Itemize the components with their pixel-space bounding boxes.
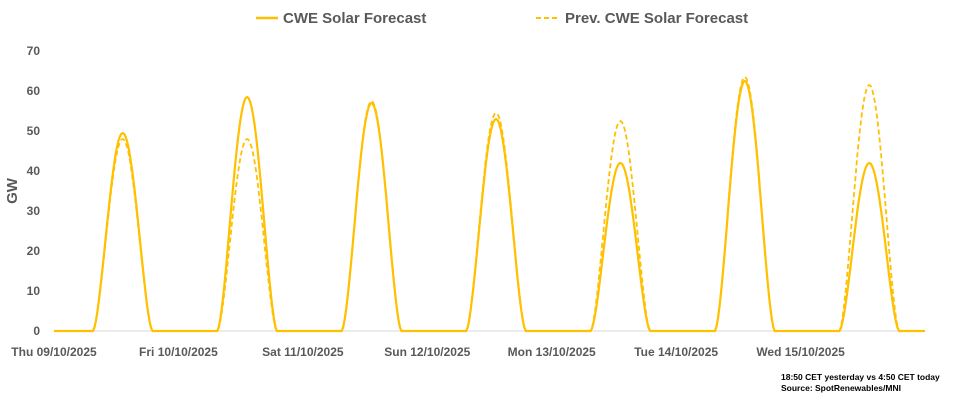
x-tick-label: Wed 15/10/2025 <box>756 345 845 359</box>
series-line-current <box>54 79 925 333</box>
y-tick-label: 70 <box>27 44 41 58</box>
y-tick-label: 10 <box>27 284 41 298</box>
x-tick-label: Thu 09/10/2025 <box>11 345 97 359</box>
legend: CWE Solar Forecast Prev. CWE Solar Forec… <box>256 10 748 27</box>
legend-label-previous: Prev. CWE Solar Forecast <box>565 10 748 27</box>
series-lines <box>54 76 925 333</box>
footnote-comparison: 18:50 CET yesterday vs 4:50 CET today <box>781 372 940 382</box>
x-tick-label: Sat 11/10/2025 <box>262 345 344 359</box>
y-tick-label: 50 <box>27 124 41 138</box>
y-tick-label: 40 <box>27 164 41 178</box>
x-tick-label: Mon 13/10/2025 <box>508 345 596 359</box>
x-tick-label: Fri 10/10/2025 <box>139 345 218 359</box>
footnote-source: Source: SpotRenewables/MNI <box>781 383 901 393</box>
y-tick-label: 0 <box>33 324 40 338</box>
legend-label-current: CWE Solar Forecast <box>283 10 426 27</box>
y-tick-label: 20 <box>27 244 41 258</box>
y-tick-label: 60 <box>27 84 41 98</box>
x-axis-ticks: Thu 09/10/2025 Fri 10/10/2025 Sat 11/10/20… <box>11 345 845 359</box>
y-axis-ticks: 0 10 20 30 40 50 60 70 <box>27 44 41 338</box>
x-tick-label: Tue 14/10/2025 <box>634 345 718 359</box>
y-axis-label: GW <box>4 177 21 204</box>
series-line-previous <box>54 76 925 332</box>
x-tick-label: Sun 12/10/2025 <box>384 345 470 359</box>
y-tick-label: 30 <box>27 204 41 218</box>
